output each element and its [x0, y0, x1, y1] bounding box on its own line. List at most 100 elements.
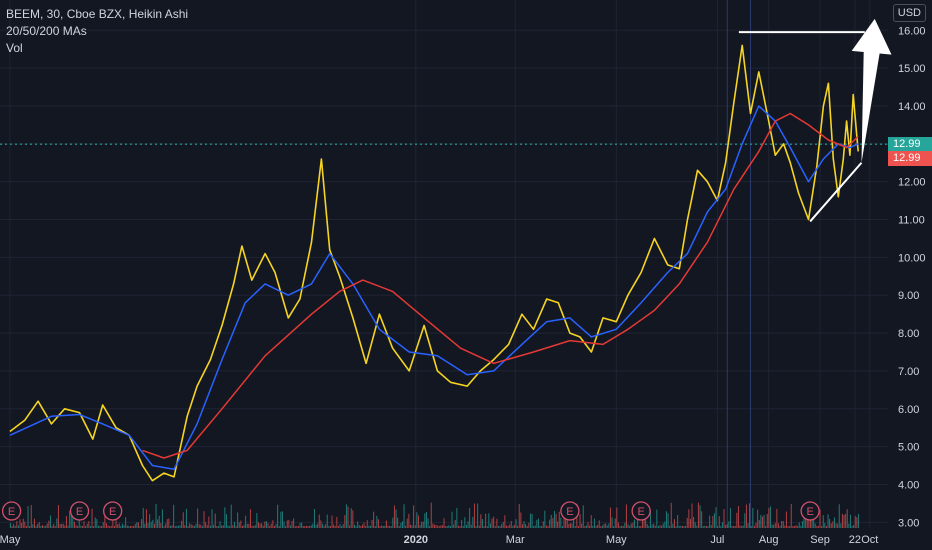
- volume-bar: [582, 505, 584, 528]
- volume-bar: [797, 525, 799, 528]
- volume-bar: [374, 525, 376, 528]
- volume-bar: [48, 520, 50, 528]
- earnings-marker[interactable]: [69, 501, 90, 521]
- volume-bar: [707, 525, 709, 528]
- volume-bar: [144, 523, 146, 528]
- volume-bar: [328, 525, 330, 528]
- volume-bar: [177, 525, 179, 528]
- volume-bar: [433, 524, 435, 528]
- volume-bar: [637, 512, 639, 528]
- volume-bar: [617, 522, 619, 528]
- volume-bar: [387, 525, 389, 528]
- volume-bar: [171, 525, 173, 528]
- y-tick-label: 16.00: [898, 25, 926, 37]
- currency-button[interactable]: USD: [892, 4, 926, 22]
- volume-bar: [819, 509, 821, 528]
- volume-bar: [117, 524, 119, 528]
- drawing-annotations[interactable]: [738, 18, 892, 223]
- volume-bar: [699, 505, 701, 528]
- volume-bar: [704, 525, 706, 528]
- breakout-arrow[interactable]: [851, 18, 892, 163]
- volume-bar: [640, 525, 642, 528]
- earnings-marker[interactable]: [560, 501, 580, 521]
- indicator-label[interactable]: 20/50/200 MAs: [6, 24, 87, 38]
- volume-bar: [665, 511, 667, 528]
- volume-bar: [841, 514, 843, 528]
- volume-bar: [201, 525, 203, 528]
- volume-bar: [339, 523, 341, 528]
- volume-bar: [630, 523, 632, 528]
- y-tick-label: 10.00: [898, 252, 926, 264]
- volume-bar: [595, 525, 597, 528]
- volume-bar: [56, 518, 58, 528]
- volume-bar: [571, 523, 573, 528]
- volume-bar: [89, 525, 91, 528]
- volume-bar: [139, 525, 141, 528]
- symbol-title[interactable]: BEEM, 30, Cboe BZX, Heikin Ashi: [6, 7, 189, 21]
- volume-bar: [638, 525, 640, 528]
- volume-bar: [137, 522, 139, 528]
- volume-bar: [505, 525, 507, 528]
- volume-bar: [409, 524, 411, 528]
- volume-bar: [472, 516, 474, 528]
- volume-bar: [265, 521, 267, 528]
- volume-bar: [219, 521, 221, 528]
- volume-bar: [109, 525, 111, 528]
- earnings-marker[interactable]: [631, 501, 651, 521]
- volume-bar: [80, 525, 82, 528]
- volume-bar: [70, 506, 72, 528]
- earnings-marker[interactable]: [800, 501, 820, 521]
- volume-bar: [152, 519, 154, 528]
- volume-bar: [313, 509, 315, 528]
- volume-bar: [485, 513, 487, 528]
- earnings-marker[interactable]: [103, 501, 123, 521]
- earnings-marker[interactable]: [1, 501, 22, 521]
- support-line[interactable]: [809, 162, 863, 223]
- volume-bar: [817, 525, 819, 528]
- volume-label[interactable]: Vol: [6, 41, 23, 55]
- earnings-marker-label: E: [109, 506, 116, 518]
- volume-bar: [62, 523, 64, 528]
- volume-bar: [416, 512, 418, 528]
- volume-bar: [448, 525, 450, 528]
- volume-bar: [669, 525, 671, 528]
- volume-bar: [481, 518, 483, 528]
- volume-bar: [854, 516, 856, 528]
- volume-bar: [835, 523, 837, 528]
- volume-bar: [203, 511, 205, 528]
- y-tick-label: 12.00: [898, 177, 926, 189]
- volume-bar: [635, 525, 637, 528]
- volume-bar: [685, 525, 687, 528]
- y-axis[interactable]: 3.00 4.00 5.00 6.00 7.00 8.00 9.00 10.00 11.00 12…: [898, 25, 926, 529]
- volume-bar: [280, 511, 282, 528]
- volume-bar: [400, 522, 402, 528]
- ma200-line: [142, 112, 859, 459]
- volume-bar: [494, 525, 496, 528]
- volume-bar: [792, 525, 794, 528]
- volume-bar: [793, 525, 795, 528]
- x-axis[interactable]: May 2020 Mar May Jul Aug Sep 22 Oct: [0, 534, 878, 546]
- volume-bar: [451, 511, 453, 528]
- earnings-marker-label: E: [566, 506, 573, 518]
- volume-bar: [667, 513, 669, 528]
- volume-bar: [88, 521, 90, 528]
- volume-bar: [224, 507, 226, 528]
- volume-bar: [345, 504, 347, 528]
- volume-bar: [801, 521, 803, 528]
- volume-bar: [165, 523, 167, 528]
- volume-bar: [309, 525, 311, 528]
- volume-bar: [301, 522, 303, 528]
- volume-bar: [211, 509, 213, 528]
- volume-bar: [333, 524, 335, 528]
- volume-bar: [659, 524, 661, 528]
- volume-bar: [369, 525, 371, 528]
- volume-bar: [45, 525, 47, 528]
- volume-bar: [304, 525, 306, 528]
- volume-bar: [742, 525, 744, 528]
- volume-bar: [129, 525, 131, 528]
- volume-bar: [273, 525, 275, 528]
- volume-bar: [272, 520, 274, 528]
- volume-bar: [413, 505, 415, 528]
